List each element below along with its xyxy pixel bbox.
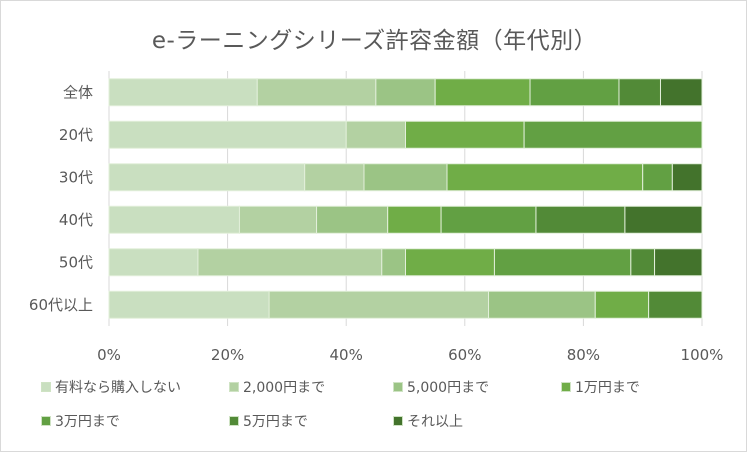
x-tick-label: 60%	[448, 346, 481, 364]
bar-segment	[197, 248, 383, 277]
category-label: 50代	[59, 253, 93, 271]
bar-segment	[446, 163, 644, 192]
legend-swatch	[229, 416, 239, 426]
category-label: 40代	[59, 211, 93, 229]
legend-label: それ以上	[407, 414, 463, 430]
legend-swatch	[393, 416, 403, 426]
bar-segment	[529, 78, 620, 107]
bar-segment	[363, 163, 448, 192]
x-tick-label: 40%	[330, 346, 363, 364]
bar-segment	[238, 205, 318, 234]
x-tick-label: 0%	[97, 346, 121, 364]
category-label: 30代	[59, 168, 93, 186]
x-tick-label: 80%	[567, 346, 600, 364]
legend-label: 2,000円まで	[243, 380, 326, 396]
bar-segment	[648, 290, 703, 319]
bar-segment	[440, 205, 537, 234]
bar-segment	[268, 290, 490, 319]
bar-segment	[488, 290, 596, 319]
legend-swatch	[41, 382, 51, 392]
bar-segment	[381, 248, 406, 277]
legend-label: 5,000円まで	[407, 380, 490, 396]
bar-segment	[256, 78, 377, 107]
bar-segment	[405, 248, 495, 277]
bar-segment	[387, 205, 442, 234]
legend-swatch	[561, 382, 571, 392]
legend-item: 1万円まで	[561, 377, 640, 397]
bar-segment	[642, 163, 673, 192]
x-tick-label: 20%	[211, 346, 244, 364]
bar-segment	[654, 248, 703, 277]
bar-segment	[304, 163, 365, 192]
chart-title: e-ラーニングシリーズ許容金額（年代別）	[151, 28, 598, 54]
legend-item: それ以上	[393, 411, 463, 431]
bar-segment	[659, 78, 703, 107]
category-label: 全体	[63, 83, 93, 101]
bar-segment	[594, 290, 650, 319]
bar-segment	[108, 248, 199, 277]
category-label: 60代以上	[29, 296, 93, 314]
bar-segment	[108, 163, 306, 192]
bar-segment	[535, 205, 626, 234]
bar-segment	[671, 163, 703, 192]
legend-item: 5万円まで	[229, 411, 308, 431]
bar-segment	[316, 205, 389, 234]
bar-segment	[375, 78, 436, 107]
bar-segment	[630, 248, 656, 277]
legend-item: 有料なら購入しない	[41, 377, 181, 397]
bar-segment	[434, 78, 531, 107]
bar-segment	[108, 120, 347, 149]
legend-item: 5,000円まで	[393, 377, 489, 397]
bar-segment	[618, 78, 661, 107]
bar-segment	[108, 205, 240, 234]
x-tick-label: 100%	[681, 346, 724, 364]
legend-label: 1万円まで	[575, 380, 640, 396]
legend-item: 3万円まで	[41, 411, 120, 431]
bar-segment	[108, 78, 258, 107]
bar-segment	[493, 248, 632, 277]
bar-segment	[405, 120, 525, 149]
legend-label: 3万円まで	[55, 414, 120, 430]
bar-segment	[345, 120, 407, 149]
legend-label: 有料なら購入しない	[55, 380, 181, 396]
category-label: 20代	[59, 126, 93, 144]
legend-swatch	[229, 382, 239, 392]
bar-segment	[624, 205, 703, 234]
legend-swatch	[393, 382, 403, 392]
legend-swatch	[41, 416, 51, 426]
bar-segment	[523, 120, 703, 149]
legend-label: 5万円まで	[243, 414, 308, 430]
legend-item: 2,000円まで	[229, 377, 325, 397]
bar-segment	[108, 290, 270, 319]
